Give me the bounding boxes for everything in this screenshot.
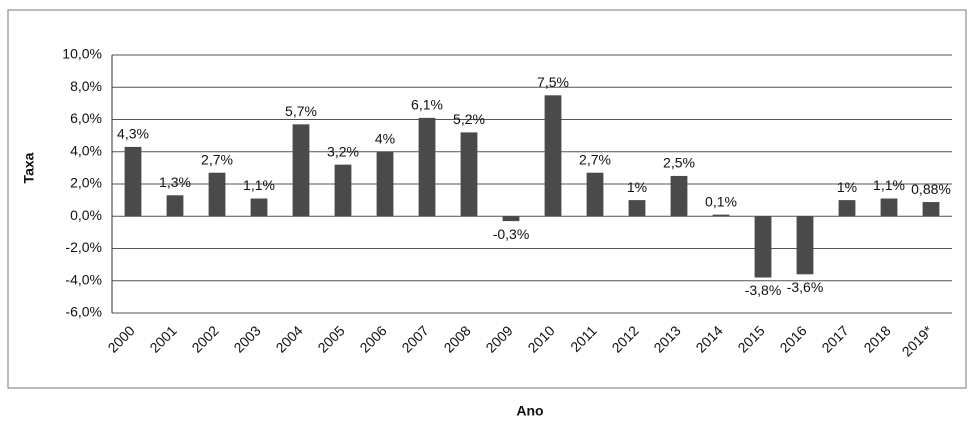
y-tick-label: 8,0% bbox=[70, 78, 102, 94]
x-tick-label: 2013 bbox=[650, 322, 683, 355]
bar bbox=[796, 216, 814, 275]
bar bbox=[124, 146, 142, 217]
x-tick-label: 2015 bbox=[734, 322, 767, 355]
x-tick-label: 2005 bbox=[314, 322, 347, 355]
x-tick-label: 2003 bbox=[230, 322, 263, 355]
data-label: 1,3% bbox=[159, 174, 191, 190]
data-label: 2,5% bbox=[663, 155, 695, 171]
bar bbox=[586, 172, 604, 217]
data-label: 4% bbox=[375, 130, 395, 146]
x-tick-label: 2010 bbox=[524, 322, 557, 355]
bar bbox=[250, 198, 268, 217]
bar bbox=[922, 202, 940, 217]
chart-border bbox=[7, 9, 967, 389]
y-tick-label: 0,0% bbox=[70, 207, 102, 223]
x-tick-label: 2011 bbox=[567, 322, 600, 355]
y-tick-label: 6,0% bbox=[70, 110, 102, 126]
x-tick-label: 2017 bbox=[818, 322, 851, 355]
bar bbox=[544, 95, 562, 217]
data-label: 5,7% bbox=[285, 103, 317, 119]
x-tick-label: 2019* bbox=[899, 322, 937, 360]
y-tick-label: 4,0% bbox=[70, 142, 102, 158]
bar bbox=[628, 200, 646, 217]
y-tick-label: -2,0% bbox=[65, 239, 102, 255]
data-label: 4,3% bbox=[117, 126, 149, 142]
x-tick-label: 2012 bbox=[608, 322, 641, 355]
x-tick-label: 2018 bbox=[860, 322, 893, 355]
data-label: 3,2% bbox=[327, 143, 359, 159]
data-label: -3,8% bbox=[745, 282, 782, 298]
x-tick-label: 2004 bbox=[272, 322, 305, 355]
y-axis-title: Taxa bbox=[21, 152, 37, 183]
data-label: 2,7% bbox=[579, 151, 611, 167]
y-tick-label: 10,0% bbox=[62, 46, 102, 62]
data-label: 2,7% bbox=[201, 151, 233, 167]
x-tick-label: 2002 bbox=[188, 322, 221, 355]
bar bbox=[208, 172, 226, 217]
data-label: 0,1% bbox=[705, 193, 737, 209]
x-tick-label: 2006 bbox=[356, 322, 389, 355]
data-label: 1% bbox=[837, 179, 857, 195]
bar bbox=[670, 175, 688, 217]
data-label: 1,1% bbox=[873, 177, 905, 193]
x-tick-label: 2016 bbox=[776, 322, 809, 355]
data-label: 7,5% bbox=[537, 74, 569, 90]
x-tick-label: 2000 bbox=[104, 322, 137, 355]
x-axis-title: Ano bbox=[516, 403, 543, 419]
data-label: 5,2% bbox=[453, 111, 485, 127]
bar bbox=[418, 117, 436, 217]
data-label: -3,6% bbox=[787, 279, 824, 295]
bar bbox=[334, 164, 352, 217]
bar bbox=[460, 132, 478, 217]
data-label: 1,1% bbox=[243, 177, 275, 193]
y-tick-label: 2,0% bbox=[70, 175, 102, 191]
bar bbox=[838, 200, 856, 217]
data-label: 1% bbox=[627, 179, 647, 195]
y-tick-label: -4,0% bbox=[65, 271, 102, 287]
bar bbox=[880, 198, 898, 217]
data-label: -0,3% bbox=[493, 226, 530, 242]
x-tick-label: 2008 bbox=[440, 322, 473, 355]
bar bbox=[166, 195, 184, 217]
bar bbox=[376, 151, 394, 217]
bar bbox=[502, 216, 520, 222]
x-tick-label: 2014 bbox=[692, 322, 725, 355]
data-label: 6,1% bbox=[411, 97, 443, 113]
data-label: 0,88% bbox=[911, 181, 951, 197]
bar bbox=[712, 214, 730, 217]
x-tick-label: 2009 bbox=[482, 322, 515, 355]
bar bbox=[754, 216, 772, 278]
x-tick-label: 2001 bbox=[146, 322, 179, 355]
bar bbox=[292, 124, 310, 217]
y-tick-label: -6,0% bbox=[65, 304, 102, 320]
x-tick-label: 2007 bbox=[398, 322, 431, 355]
